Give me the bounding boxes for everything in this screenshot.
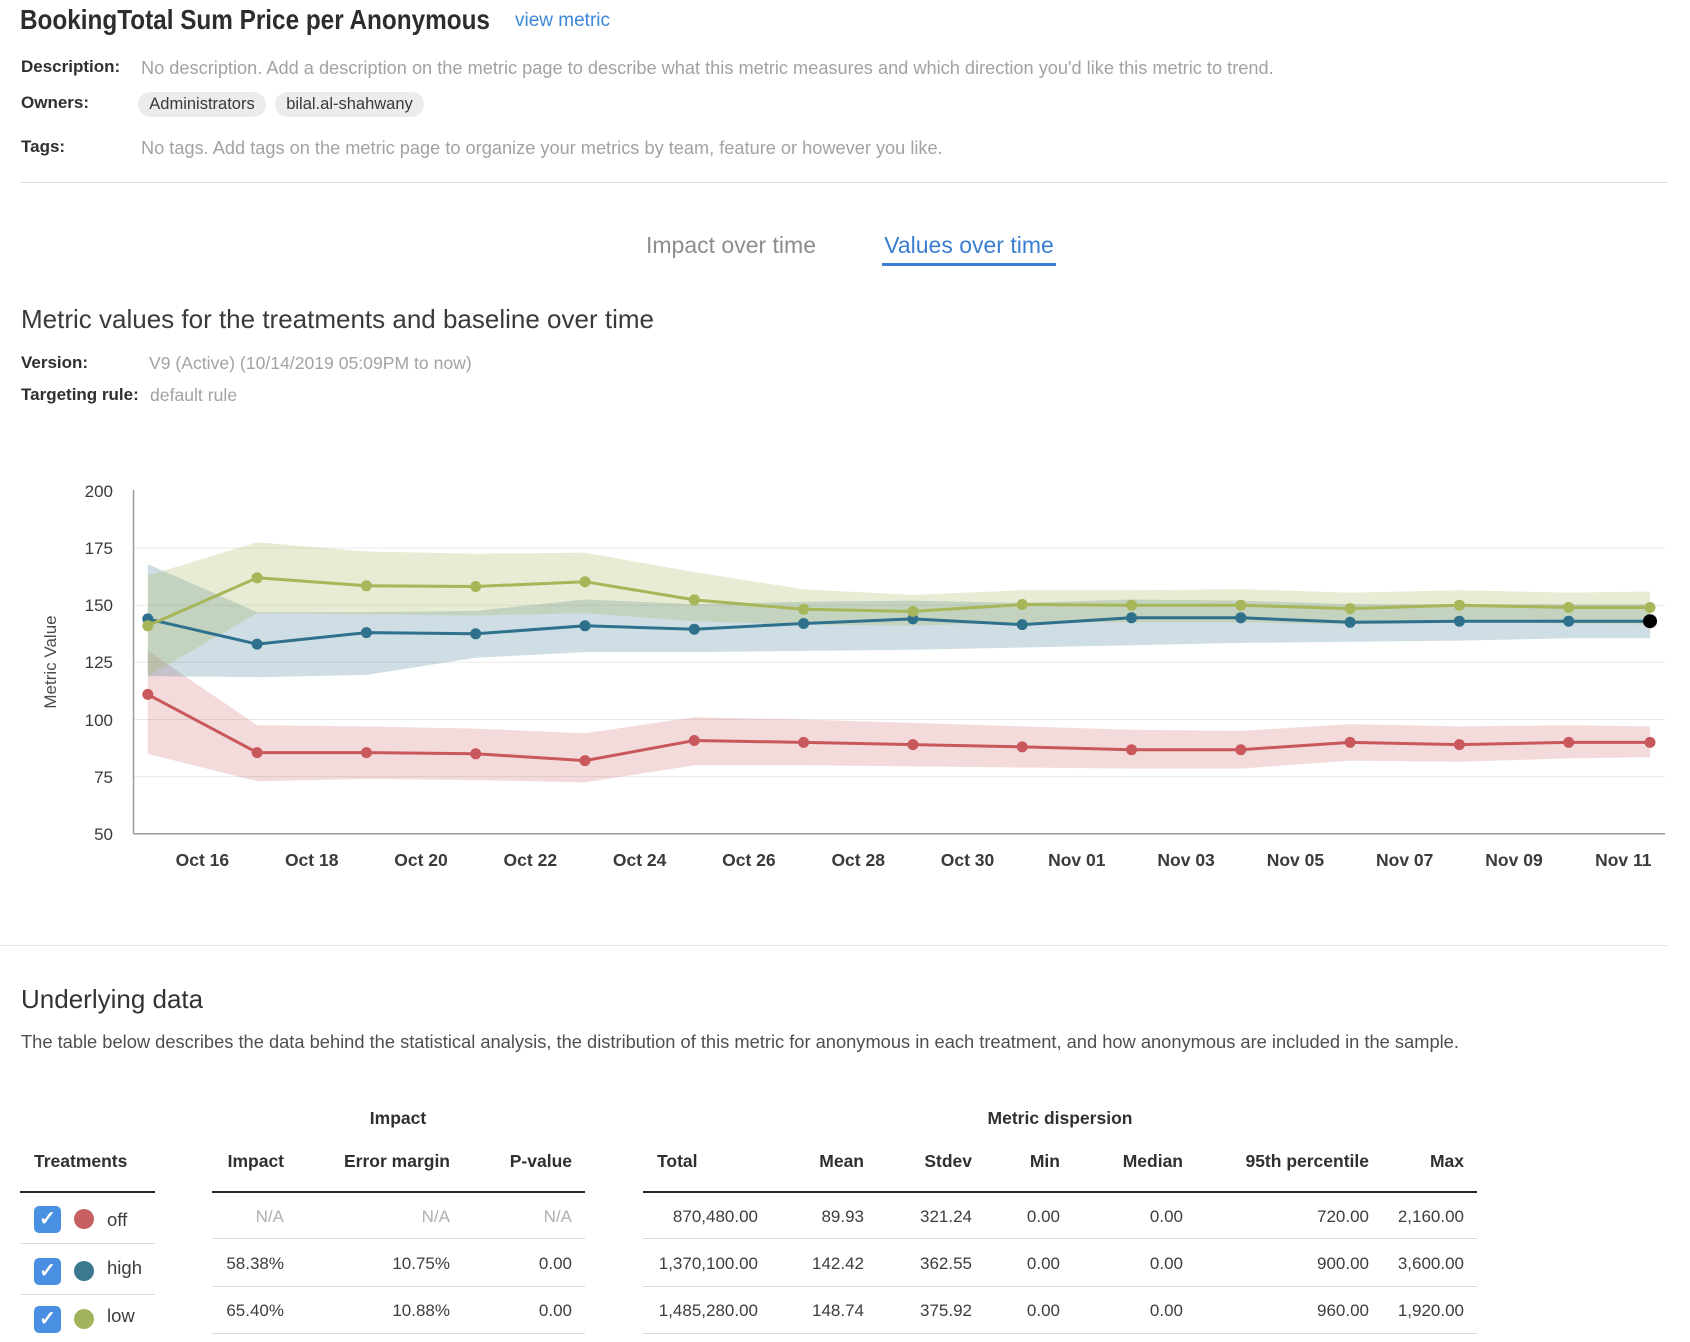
svg-text:Nov 11: Nov 11 xyxy=(1595,850,1652,870)
svg-text:Oct 22: Oct 22 xyxy=(504,850,558,870)
svg-text:Nov 07: Nov 07 xyxy=(1376,850,1433,870)
svg-text:125: 125 xyxy=(85,653,113,672)
svg-text:75: 75 xyxy=(94,768,113,787)
svg-text:Oct 26: Oct 26 xyxy=(722,850,776,870)
svg-text:50: 50 xyxy=(94,825,113,844)
svg-text:Oct 16: Oct 16 xyxy=(176,850,230,870)
svg-text:Nov 09: Nov 09 xyxy=(1485,850,1543,870)
svg-text:Oct 28: Oct 28 xyxy=(831,850,885,870)
svg-text:Oct 30: Oct 30 xyxy=(941,850,995,870)
svg-text:200: 200 xyxy=(85,482,113,501)
svg-text:Metric Value: Metric Value xyxy=(41,615,60,708)
svg-text:Oct 24: Oct 24 xyxy=(613,850,667,870)
svg-text:175: 175 xyxy=(85,539,113,558)
svg-text:Oct 18: Oct 18 xyxy=(285,850,339,870)
svg-text:Nov 03: Nov 03 xyxy=(1157,850,1215,870)
svg-text:Oct 20: Oct 20 xyxy=(394,850,448,870)
svg-text:Nov 01: Nov 01 xyxy=(1048,850,1106,870)
svg-text:Nov 05: Nov 05 xyxy=(1267,850,1325,870)
svg-text:150: 150 xyxy=(85,596,113,615)
svg-text:100: 100 xyxy=(85,711,113,730)
